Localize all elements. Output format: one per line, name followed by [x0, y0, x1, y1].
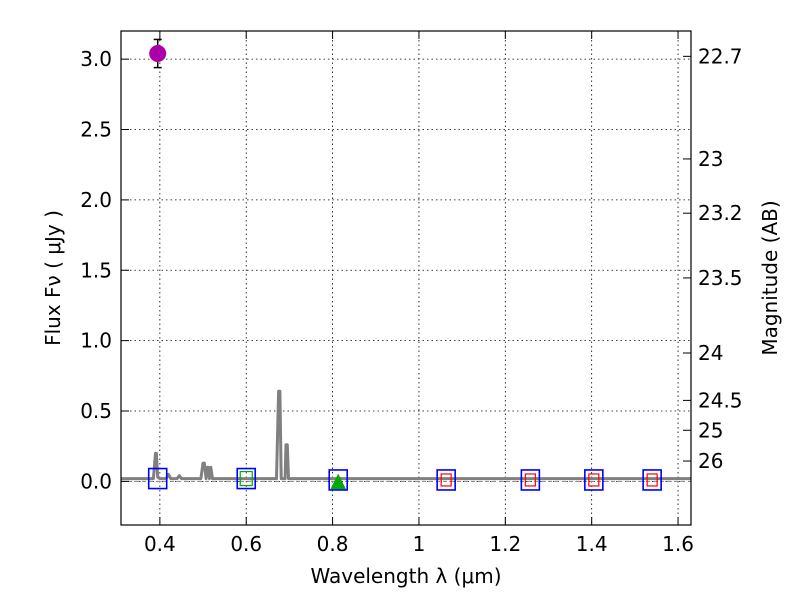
y-tick-label: 0.0 — [80, 469, 112, 493]
mag-tick-label: 23.2 — [698, 201, 743, 225]
mag-tick-label: 23.5 — [698, 266, 743, 290]
x-axis-label: Wavelength λ (μm) — [310, 564, 501, 588]
y-tick-label: 0.5 — [80, 399, 112, 423]
sed-model-line — [121, 389, 691, 481]
upper-limit-marker — [330, 473, 347, 490]
y-tick-label: 3.0 — [80, 47, 112, 71]
limit-box-green — [239, 470, 253, 487]
x-tick-label: 1 — [413, 532, 426, 556]
model-photometry-box — [328, 469, 349, 491]
mag-tick-label: 26 — [698, 449, 723, 473]
model-photometry-box — [584, 469, 604, 491]
limit-box — [440, 473, 452, 487]
x-tick-label: 0.4 — [144, 532, 176, 556]
mag-tick-label: 25 — [698, 418, 723, 442]
grid-layer — [121, 31, 691, 525]
model-photometry-box — [236, 467, 257, 490]
x-tick-label: 1.2 — [489, 532, 521, 556]
limit-box — [646, 473, 658, 487]
right-axis-label: Magnitude (AB) — [758, 200, 782, 355]
mag-tick-label: 22.7 — [698, 44, 743, 68]
y-tick-label: 2.0 — [80, 188, 112, 212]
x-tick-label: 1.4 — [576, 532, 608, 556]
mag-tick-label: 24.5 — [698, 388, 743, 412]
y-tick-label: 2.5 — [80, 118, 112, 142]
plot-frame — [120, 30, 692, 526]
x-tick-label: 0.6 — [230, 532, 262, 556]
observed-point — [149, 45, 167, 63]
model-photometry-box — [147, 467, 168, 490]
limit-box — [588, 473, 600, 487]
x-tick-label: 1.6 — [662, 532, 694, 556]
data-layer — [121, 38, 691, 491]
model-photometry-box — [520, 469, 541, 491]
limit-box — [524, 473, 536, 487]
mag-tick-label: 23 — [698, 147, 723, 171]
y-axis-label: Flux Fν ( μJy ) — [41, 210, 65, 346]
tick-layer: 0.4 0.6 0.8 1 1.2 1.4 1.6 0.0 0.5 1.0 1.5 2.0 2.5 3.0… — [80, 31, 743, 556]
model-photometry-box — [436, 469, 456, 491]
y-tick-label: 1.5 — [80, 258, 112, 282]
model-photometry-box — [642, 469, 662, 491]
x-tick-label: 0.8 — [317, 532, 349, 556]
mag-tick-label: 24 — [698, 341, 723, 365]
y-tick-label: 1.0 — [80, 329, 112, 353]
